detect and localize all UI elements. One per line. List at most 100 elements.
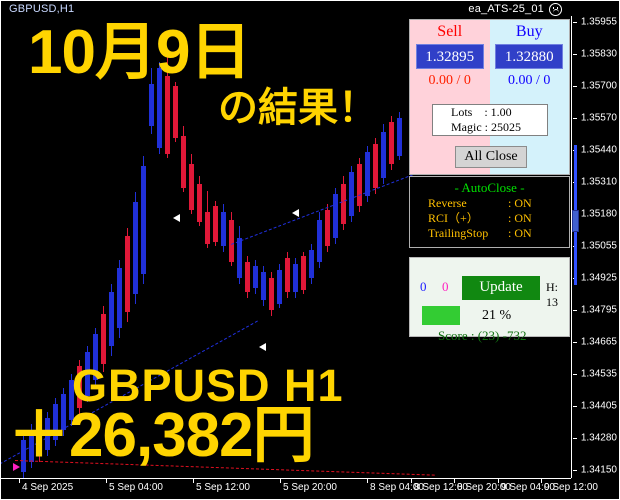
update-button[interactable]: Update — [462, 276, 540, 300]
candle-body — [309, 250, 314, 278]
chart-symbol-title: GBPUSD,H1 — [9, 3, 75, 15]
price-tick-label: 1.35570 — [580, 112, 617, 124]
time-tick — [367, 479, 368, 483]
autoclose-row-key: Reverse — [428, 196, 467, 210]
time-tick-label: 5 Sep 04:00 — [109, 482, 163, 493]
candle-body — [237, 238, 242, 278]
candle-body — [357, 164, 362, 206]
candle-body — [109, 292, 114, 346]
candle-body — [317, 220, 322, 262]
candle-body — [365, 152, 370, 196]
candle-body — [293, 264, 298, 292]
candle-body — [61, 394, 66, 430]
autoclose-row-value: : ON — [508, 226, 532, 240]
price-tick-label: 1.35440 — [580, 144, 617, 156]
price-tick-label: 1.35310 — [580, 176, 617, 188]
autoclose-row: RCI（+）: ON — [410, 211, 569, 226]
sell-buy-panel: Sell 1.32895 0.00 / 0 Buy 1.32880 0.00 /… — [409, 19, 570, 175]
price-tick — [573, 310, 577, 311]
lots-value: Lots : 1.00 — [451, 105, 512, 119]
ea-trading-panel: Sell 1.32895 0.00 / 0 Buy 1.32880 0.00 /… — [409, 19, 570, 343]
sell-price-button[interactable]: 1.32895 — [415, 44, 484, 69]
autoclose-row: TrailingStop : ON — [410, 226, 569, 241]
price-tick — [573, 22, 577, 23]
overlay-result-text: の結果！ — [218, 86, 378, 130]
time-tick-label: 4 Sep 2025 — [22, 482, 74, 493]
price-tick-label: 1.34665 — [580, 336, 617, 348]
price-axis[interactable]: 1.35955 1.35830 1.35700 1.35570 1.35440 1.353… — [572, 16, 619, 478]
price-tick-label: 1.35830 — [580, 48, 617, 60]
price-tick — [573, 406, 577, 407]
candle-body — [301, 256, 306, 290]
candle-body — [245, 262, 250, 292]
autoclose-row-value: : ON — [508, 196, 532, 210]
price-axis-divider — [571, 16, 572, 478]
candle-body — [53, 404, 58, 440]
candle-body — [221, 212, 226, 246]
price-tick — [573, 374, 577, 375]
candle-body — [149, 84, 154, 126]
chart-scroll-thumb[interactable] — [572, 210, 579, 232]
price-tick — [573, 54, 577, 55]
time-axis[interactable]: 4 Sep 2025 5 Sep 04:00 5 Sep 12:00 5 Sep 20… — [1, 479, 619, 499]
candle-body — [85, 352, 90, 396]
price-tick-label: 1.34405 — [580, 400, 617, 412]
update-score-panel: 0 0 Update H: 13 21 % Score : (23) -732 — [409, 257, 570, 343]
time-tick-label: 8 Sep 12:00 — [414, 482, 468, 493]
sad-face-eye-right — [557, 7, 558, 9]
candle-body — [29, 430, 34, 462]
autoclose-row-key: TrailingStop — [428, 226, 489, 240]
price-tick — [573, 118, 577, 119]
price-tick-label: 1.34795 — [580, 304, 617, 316]
price-tick-label: 1.34150 — [580, 464, 617, 476]
buy-price-button[interactable]: 1.32880 — [495, 44, 564, 69]
price-tick — [573, 86, 577, 87]
candle-body — [341, 184, 346, 224]
sell-pl-value: 0.00 / 0 — [428, 73, 471, 88]
signal-arrow-marker — [259, 343, 266, 351]
autoclose-title: - AutoClose - — [454, 180, 525, 195]
price-tick — [573, 438, 577, 439]
time-tick-label: 8 Sep 04:00 — [370, 482, 424, 493]
entry-arrow-marker — [13, 463, 20, 471]
candle-body — [333, 194, 338, 238]
time-tick-label: 9 Sep 12:00 — [544, 482, 598, 493]
autoclose-panel: - AutoClose - Reverse : ON RCI（+）: ON Trail… — [409, 176, 570, 248]
price-tick-label: 1.35700 — [580, 80, 617, 92]
price-tick-label: 1.35180 — [580, 208, 617, 220]
candle-body — [21, 440, 26, 472]
all-close-button[interactable]: All Close — [455, 146, 527, 168]
sell-label: Sell — [437, 23, 463, 40]
count-blue-value: 0 — [420, 279, 427, 294]
candle-body — [69, 380, 74, 420]
signal-arrow-marker — [292, 209, 299, 217]
candle-body — [141, 166, 146, 274]
candle-body — [285, 258, 290, 292]
candle-body — [37, 422, 42, 456]
price-tick-label: 1.34535 — [580, 368, 617, 380]
candle-body — [349, 172, 354, 216]
price-tick-label: 1.35055 — [580, 240, 617, 252]
time-tick — [411, 479, 412, 483]
ea-name-title: ea_ATS-25_01 — [468, 3, 544, 15]
candle-body — [101, 314, 106, 364]
progress-swatch — [422, 306, 460, 325]
candle-body — [77, 366, 82, 408]
candle-body — [277, 270, 282, 304]
autoclose-row: Reverse : ON — [410, 196, 569, 211]
candle-body — [181, 136, 186, 188]
overlay-date-text: 10月9日 — [28, 18, 251, 87]
candle-body — [117, 268, 122, 328]
candle-body — [205, 212, 210, 244]
sad-face-icon[interactable] — [549, 3, 562, 16]
price-tick-label: 1.34280 — [580, 432, 617, 444]
candlestick-chart-canvas[interactable] — [1, 16, 571, 478]
candle-body — [165, 76, 170, 154]
time-tick — [498, 479, 499, 483]
autoclose-row-value: : ON — [508, 211, 532, 225]
candle-body — [269, 278, 274, 310]
time-tick-label: 5 Sep 20:00 — [283, 482, 337, 493]
overlay-profit-text: ＋26,382円 — [8, 401, 315, 470]
candle-body — [325, 210, 330, 246]
buy-label: Buy — [515, 23, 543, 40]
